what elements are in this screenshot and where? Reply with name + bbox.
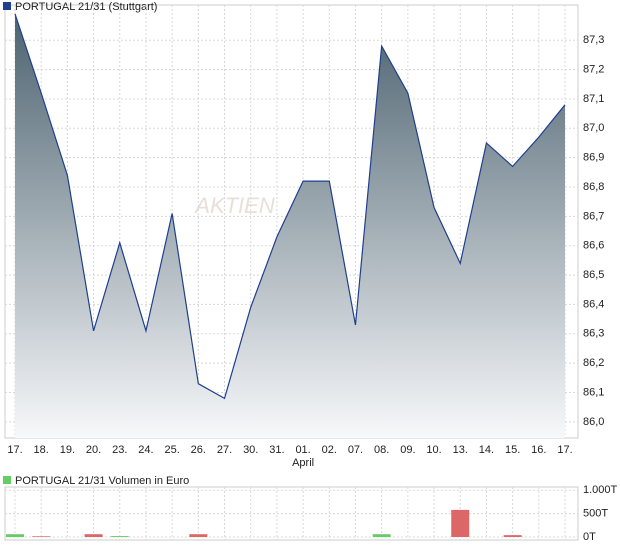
x-tick-label: 10.: [426, 444, 441, 456]
x-tick-label: 27.: [217, 444, 232, 456]
y-tick-label: 86,9: [583, 152, 604, 164]
y-tick-label: 87,2: [583, 63, 604, 75]
chart-title: PORTUGAL 21/31 Volumen in Euro: [15, 475, 189, 487]
x-tick-label: 26.: [191, 444, 206, 456]
x-tick-label: 08.: [374, 444, 389, 456]
y-tick-label: 500T: [583, 508, 608, 520]
x-tick-label: 01.: [295, 444, 310, 456]
x-tick-label: 17.: [7, 444, 22, 456]
x-group-label: April: [292, 457, 314, 469]
y-tick-label: 86,3: [583, 328, 604, 340]
watermark: AKTIEN: [193, 193, 275, 218]
bar: [84, 534, 103, 537]
bar: [32, 536, 51, 537]
x-tick-label: 23.: [112, 444, 127, 456]
y-tick-label: 86,6: [583, 240, 604, 252]
x-tick-label: 16.: [531, 444, 546, 456]
y-tick-label: 86,7: [583, 210, 604, 222]
bar: [372, 534, 391, 537]
x-tick-label: 20.: [86, 444, 101, 456]
legend-swatch: [3, 2, 11, 10]
y-tick-label: 0T: [583, 531, 596, 543]
y-tick-label: 86,5: [583, 269, 604, 281]
x-tick-label: 31.: [269, 444, 284, 456]
x-tick-label: 30.: [243, 444, 258, 456]
legend-swatch: [3, 476, 11, 484]
x-tick-label: 07.: [348, 444, 363, 456]
x-tick-label: 15.: [505, 444, 520, 456]
x-tick-label: 14.: [479, 444, 494, 456]
y-tick-label: 86,2: [583, 357, 604, 369]
y-tick-label: 87,0: [583, 122, 604, 134]
area-fill: [15, 13, 565, 438]
y-tick-label: 86,1: [583, 386, 604, 398]
bar: [451, 509, 470, 537]
x-tick-label: 13.: [453, 444, 468, 456]
line: [14, 13, 566, 400]
x-tick-label: 09.: [400, 444, 415, 456]
y-tick-label: 86,8: [583, 181, 604, 193]
x-tick-label: 24.: [138, 444, 153, 456]
x-tick-label: 25.: [164, 444, 179, 456]
y-tick-label: 1.000T: [583, 484, 618, 496]
bar: [6, 534, 24, 537]
x-tick-label: 18.: [34, 444, 49, 456]
x-tick-label: 19.: [60, 444, 75, 456]
y-tick-label: 87,1: [583, 93, 604, 105]
y-tick-label: 87,3: [583, 34, 604, 46]
y-tick-label: 86,0: [583, 416, 604, 428]
bar: [110, 536, 129, 537]
x-tick-label: 02.: [322, 444, 337, 456]
bar: [503, 535, 522, 537]
chart-title: PORTUGAL 21/31 (Stuttgart): [15, 1, 157, 13]
x-tick-label: 17.: [557, 444, 572, 456]
bar: [189, 534, 208, 537]
y-tick-label: 86,4: [583, 298, 604, 310]
